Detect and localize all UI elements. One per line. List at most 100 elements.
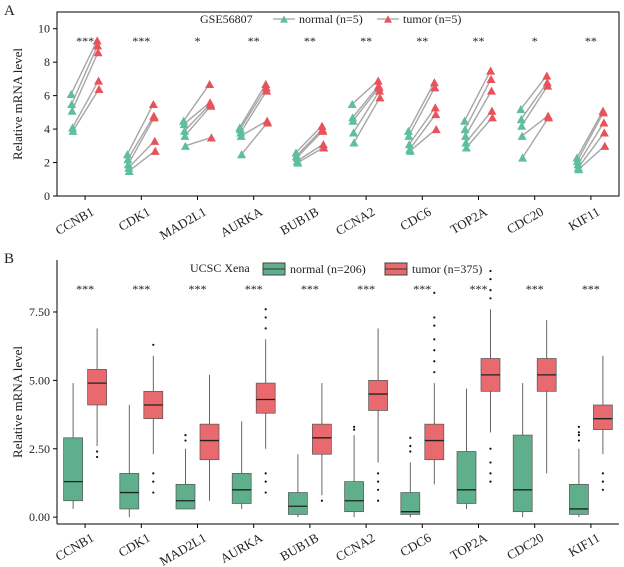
- tumor-outlier: [489, 480, 492, 483]
- significance-label-a: **: [473, 34, 485, 48]
- tumor-outlier: [489, 278, 492, 281]
- pair-line: [463, 70, 492, 122]
- normal-point: [180, 141, 190, 150]
- normal-point: [236, 131, 246, 140]
- tumor-outlier: [489, 461, 492, 464]
- significance-label-a: *: [195, 34, 201, 48]
- pair-line: [352, 86, 380, 122]
- pair-line: [521, 85, 549, 127]
- normal-point: [404, 131, 414, 140]
- tumor-point: [263, 118, 273, 127]
- tumor-outlier: [433, 324, 436, 327]
- x-tick-label-a: CDK1: [116, 204, 153, 234]
- normal-point: [236, 128, 246, 137]
- pair-line: [295, 125, 323, 153]
- normal-outlier: [353, 425, 356, 428]
- pair-line: [522, 117, 550, 158]
- chart-a-paired-scatter: 0 2 4 6 8 10 Relative mRNA level GSE56807 normal…: [10, 11, 620, 243]
- pair-line: [71, 45, 99, 105]
- significance-label-b: ***: [526, 282, 544, 296]
- legend-label-tumor-b: tumor (n=375): [412, 262, 482, 276]
- normal-point: [572, 153, 582, 162]
- x-tick-label-a: MAD2L1: [157, 204, 209, 243]
- normal-outlier: [353, 428, 356, 431]
- normal-point: [517, 131, 527, 140]
- tumor-outlier: [377, 480, 380, 483]
- legend-marker-normal-a: [280, 15, 288, 23]
- tumor-outlier: [433, 371, 436, 374]
- y-tick-label-a: 10: [38, 22, 50, 36]
- tumor-outlier: [377, 499, 380, 502]
- tumor-point: [374, 83, 384, 92]
- tumor-point: [431, 109, 441, 119]
- tumor-outlier: [489, 269, 492, 273]
- significance-label-b: ***: [301, 282, 319, 296]
- significance-label-a: *: [532, 34, 538, 48]
- normal-point: [461, 131, 470, 140]
- tumor-box: [312, 423, 332, 455]
- panel-label-b: B: [4, 251, 14, 267]
- pair-line: [408, 106, 436, 145]
- tumor-point: [148, 99, 158, 109]
- normal-point: [348, 113, 358, 122]
- pair-line: [127, 117, 155, 165]
- pair-line: [185, 136, 212, 147]
- tumor-point: [429, 78, 439, 87]
- normal-point: [66, 89, 76, 99]
- tumor-point: [206, 133, 216, 142]
- tumor-outlier: [152, 480, 155, 483]
- tumor-point: [93, 48, 103, 57]
- significance-label-a: **: [304, 34, 316, 48]
- pair-line: [295, 128, 323, 157]
- normal-outlier: [184, 439, 187, 442]
- x-tick-label-b: MAD2L1: [157, 530, 209, 567]
- legend-marker-tumor-a: [384, 15, 392, 23]
- normal-box: [344, 481, 364, 513]
- x-tick-label-a: CDC6: [397, 204, 434, 234]
- pair-line: [577, 132, 605, 168]
- pair-line: [239, 86, 267, 130]
- y-tick-label-b: 5.00: [29, 373, 50, 387]
- normal-point: [516, 115, 526, 124]
- pair-line: [465, 110, 493, 143]
- significance-label-a: ***: [76, 34, 94, 48]
- normal-point: [124, 163, 134, 172]
- normal-box: [512, 434, 533, 513]
- x-tick-label-a: CCNA2: [333, 204, 377, 238]
- pair-line: [296, 143, 324, 162]
- pair-line: [184, 105, 212, 137]
- significance-label-a: ***: [132, 34, 150, 48]
- normal-outlier: [577, 431, 581, 434]
- normal-outlier: [577, 425, 581, 428]
- normal-box: [569, 483, 589, 515]
- pair-line: [576, 112, 605, 162]
- tumor-point: [318, 126, 328, 135]
- normal-point: [404, 140, 414, 149]
- normal-outlier: [577, 433, 581, 437]
- tumor-outlier: [433, 291, 436, 294]
- chart-a-frame: [56, 11, 620, 197]
- pair-line: [128, 140, 156, 169]
- normal-point: [235, 125, 245, 134]
- normal-point: [349, 138, 359, 147]
- y-tick-label-b: 2.50: [29, 442, 50, 456]
- normal-point: [124, 166, 134, 175]
- tumor-outlier: [601, 488, 605, 491]
- normal-point: [123, 160, 133, 169]
- significance-label-a: **: [248, 34, 260, 48]
- pair-line: [520, 81, 548, 120]
- normal-outlier: [409, 436, 412, 439]
- pair-line: [71, 80, 100, 128]
- legend-title-b: UCSC Xena: [190, 261, 250, 275]
- tumor-point: [373, 76, 383, 85]
- tumor-point: [205, 79, 215, 88]
- tumor-point: [94, 84, 104, 93]
- tumor-point: [94, 76, 104, 85]
- pair-line: [521, 115, 549, 137]
- y-tick-label-a: 8: [44, 55, 50, 69]
- x-tick-label-b: CDC20: [504, 530, 546, 563]
- significance-label-b: ***: [189, 282, 207, 296]
- tumor-box: [255, 382, 276, 414]
- tumor-point: [150, 136, 160, 145]
